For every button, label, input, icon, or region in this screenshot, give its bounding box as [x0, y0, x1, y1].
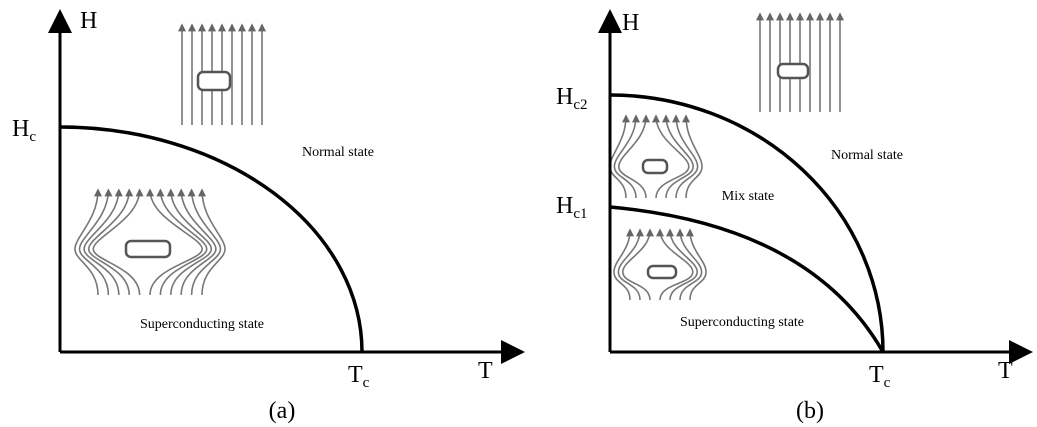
temperature-label: Tc — [869, 362, 891, 391]
sample — [124, 239, 172, 259]
field-line — [656, 228, 694, 301]
sample — [641, 158, 669, 175]
lower-critical-curve — [609, 205, 885, 353]
panel-b: H T Hc2 Hc1 Tc Normal state Mix state Su… — [556, 9, 1033, 424]
field-label: Hc — [12, 116, 36, 145]
field-line — [78, 188, 113, 296]
field-line — [187, 188, 222, 296]
field-line — [666, 228, 699, 301]
field-line — [686, 228, 707, 301]
caption: (a) — [269, 398, 296, 424]
field-label: Hc2 — [556, 84, 588, 113]
field-line — [74, 188, 102, 296]
field-line — [672, 114, 699, 199]
field-line — [662, 114, 695, 199]
field-icons — [74, 12, 844, 301]
field-line — [166, 188, 213, 296]
region-label: Normal state — [831, 148, 903, 163]
sample — [196, 70, 232, 92]
field-line — [92, 188, 144, 296]
field-line — [613, 228, 634, 301]
field-line — [177, 188, 217, 296]
panel-a: H T Hc Tc Normal state Superconducting s… — [12, 8, 525, 424]
sample — [776, 62, 810, 80]
upper-critical-curve — [609, 93, 885, 353]
field-line — [156, 188, 208, 296]
y-axis-label: H — [622, 10, 639, 36]
critical-field-curve — [59, 125, 364, 353]
region-label: Superconducting state — [140, 317, 264, 332]
x-axis-label: T — [998, 358, 1013, 384]
x-axis-label: T — [478, 358, 493, 384]
sample — [646, 264, 678, 280]
field-line — [621, 228, 654, 301]
y-axis-label: H — [80, 8, 97, 34]
field-line — [87, 188, 134, 296]
field-label: Hc1 — [556, 193, 588, 222]
field-line — [617, 228, 644, 301]
field-line — [613, 114, 640, 199]
field-line — [617, 114, 650, 199]
field-line — [676, 228, 703, 301]
temperature-label: Tc — [348, 362, 370, 391]
region-label: Normal state — [302, 145, 374, 160]
field-line — [652, 114, 690, 199]
field-line — [682, 114, 703, 199]
region-label: Superconducting state — [680, 315, 804, 330]
field-line — [146, 188, 203, 296]
field-line — [83, 188, 123, 296]
field-line — [198, 188, 226, 296]
caption: (b) — [796, 398, 824, 424]
region-label: Mix state — [722, 189, 775, 204]
